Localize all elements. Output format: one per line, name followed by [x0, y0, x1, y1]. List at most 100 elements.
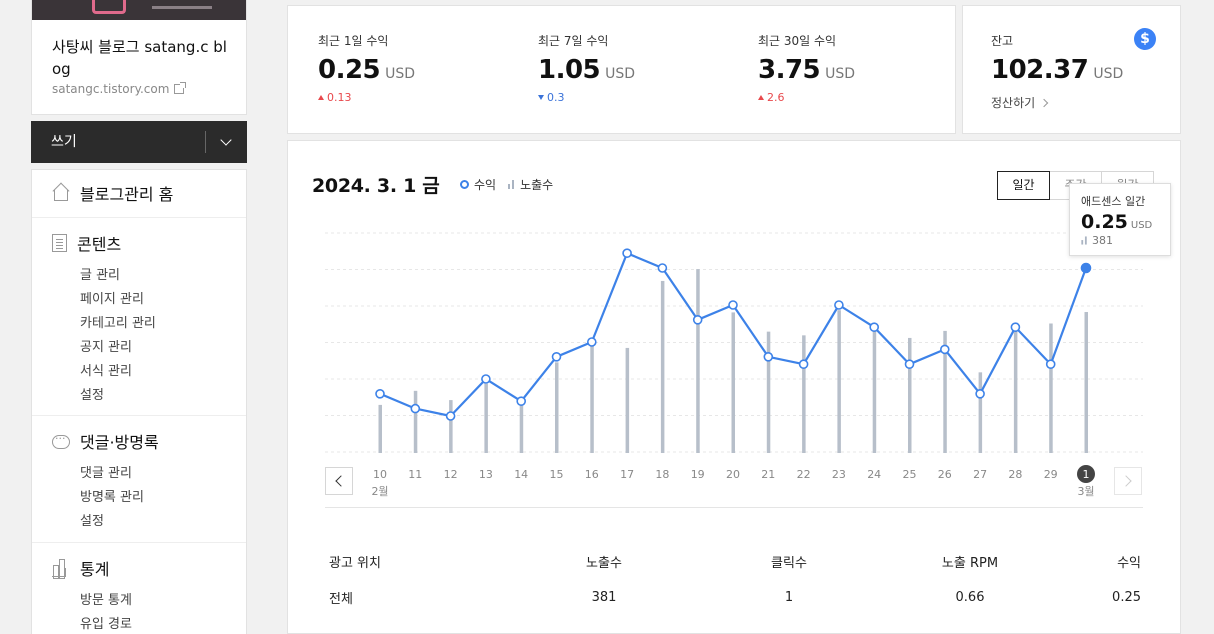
table-header-views: 노출수	[586, 555, 622, 571]
settlement-link[interactable]: 정산하기	[991, 94, 1049, 111]
speech-bubble-icon	[52, 432, 70, 449]
sidebar-item-content[interactable]: 콘텐츠	[32, 218, 246, 264]
bar-views-28	[1013, 326, 1018, 453]
blog-url-link[interactable]: satangc.tistory.com	[52, 82, 187, 96]
point-revenue-23	[834, 300, 844, 310]
chart-date: 2024. 3. 1 금	[312, 175, 440, 197]
sidebar-item-categories[interactable]: 카테고리 관리	[80, 316, 156, 331]
x-tick-label: 11	[408, 468, 422, 481]
metric-unit: USD	[385, 66, 416, 82]
x-month-label: 2월	[371, 485, 388, 498]
chart-next-button[interactable]	[1114, 467, 1142, 495]
sidebar-item-visit-stats[interactable]: 방문 통계	[80, 593, 132, 608]
x-tick-label: 12	[444, 468, 458, 481]
adsense-chart-card: 10 2월 11 12 13 14 15 16 17 18 19 20 21 22 23 24 25 26 27 28…	[287, 140, 1181, 634]
revenue-chart: 10 2월 11 12 13 14 15 16 17 18 19 20 21 22 23 24 25 26 27 28…	[325, 232, 1143, 498]
write-bar: 쓰기	[31, 121, 247, 163]
metric-label: 최근 7일 수익	[538, 34, 609, 48]
sidebar-item-pages[interactable]: 페이지 관리	[80, 292, 144, 307]
x-tick-label: 15	[550, 468, 564, 481]
comments-submenu: 댓글 관리 방명록 관리 설정	[32, 462, 246, 534]
point-revenue-20	[728, 300, 738, 310]
chart-prev-button[interactable]	[325, 467, 353, 495]
point-revenue-11	[410, 403, 421, 414]
sidebar-item-content-settings[interactable]: 설정	[80, 388, 104, 403]
metric-delta: 0.13	[327, 91, 352, 104]
metric-label: 최근 30일 수익	[758, 34, 837, 48]
table-header-revenue: 수익	[1117, 555, 1141, 571]
blog-profile: 사탕씨 블로그 satang.c blog satangc.tistory.co…	[31, 0, 247, 115]
x-month-label: 3월	[1077, 485, 1094, 498]
bar-views-26	[943, 330, 947, 453]
chevron-right-icon	[1120, 475, 1132, 487]
x-tick-label: 14	[514, 468, 528, 481]
table-header-rpm: 노출 RPM	[941, 555, 999, 571]
metric-value: 1.05	[538, 55, 601, 85]
line-dot-icon	[460, 180, 469, 189]
home-icon	[52, 184, 70, 202]
point-revenue-10	[375, 389, 385, 399]
chevron-right-icon	[1039, 98, 1049, 107]
bar-views-15	[555, 362, 559, 453]
tab-daily[interactable]: 일간	[997, 171, 1050, 200]
balance-metric: 잔고 102.37 USD	[991, 32, 1123, 85]
metric-unit: USD	[605, 66, 636, 82]
sidebar-item-referrers[interactable]: 유입 경로	[80, 617, 132, 632]
metric-7day: 최근 7일 수익 1.05 USD 0.3	[538, 32, 635, 104]
metric-delta: 2.6	[767, 91, 785, 104]
point-revenue-15	[551, 352, 562, 362]
balance-value: 102.37	[991, 55, 1089, 85]
table-header-row: 광고 위치 노출수 클릭수 노출 RPM 수익	[329, 543, 1141, 579]
arrow-down-icon	[538, 95, 544, 100]
bar-icon	[1081, 236, 1087, 245]
bar-views-10	[378, 404, 382, 453]
point-revenue-24	[869, 322, 880, 332]
legend-views: 노출수	[508, 176, 553, 193]
document-icon	[52, 234, 67, 252]
menu-section-content: 콘텐츠 글 관리 페이지 관리 카테고리 관리 공지 관리 서식 관리 설정	[32, 218, 246, 416]
bar-views-25	[908, 337, 912, 453]
sidebar-item-comments[interactable]: 댓글·방명록	[32, 416, 246, 462]
blog-thumbnail[interactable]	[32, 0, 246, 20]
legend-views-label: 노출수	[520, 178, 554, 192]
metric-30day: 최근 30일 수익 3.75 USD 2.6	[758, 32, 855, 104]
chart-legend: 수익 노출수	[460, 176, 553, 193]
chart-tooltip: 애드센스 일간 0.25 USD 381	[1069, 183, 1171, 256]
bar-views-1	[1084, 312, 1088, 453]
blog-title[interactable]: 사탕씨 블로그 satang.c blog	[52, 38, 227, 78]
sidebar-item-templates[interactable]: 서식 관리	[80, 364, 132, 379]
metric-unit: USD	[825, 66, 856, 82]
bar-views-21	[766, 331, 771, 453]
dollar-icon: $	[1134, 28, 1156, 50]
selected-day-marker	[1077, 465, 1095, 483]
bar-views-27	[978, 372, 983, 453]
bar-icon	[508, 180, 515, 189]
sidebar-item-comment-manage[interactable]: 댓글 관리	[80, 466, 132, 481]
content-submenu: 글 관리 페이지 관리 카테고리 관리 공지 관리 서식 관리 설정	[32, 264, 246, 408]
x-tick-label: 1	[1083, 468, 1090, 481]
metric-value: 0.25	[318, 55, 381, 85]
bar-views-24	[872, 326, 877, 453]
write-button[interactable]: 쓰기	[51, 134, 77, 150]
sidebar-item-guestbook-manage[interactable]: 방명록 관리	[80, 490, 144, 505]
point-revenue-18	[657, 263, 668, 273]
bar-views-13	[484, 383, 488, 453]
metric-value: 3.75	[758, 55, 821, 85]
arrow-up-icon	[758, 95, 764, 100]
sidebar-item-comment-settings[interactable]: 설정	[80, 514, 104, 529]
bar-views-14	[519, 400, 524, 453]
bar-views-19	[696, 269, 700, 453]
x-tick-label: 25	[903, 468, 917, 481]
x-tick-label: 16	[585, 468, 599, 481]
bar-views-20	[731, 312, 735, 453]
sidebar-menu: 블로그관리 홈 콘텐츠 글 관리 페이지 관리 카테고리 관리 공지 관리 서식…	[31, 169, 247, 634]
sidebar-item-posts[interactable]: 글 관리	[80, 268, 121, 283]
point-revenue-26	[939, 344, 950, 355]
table-cell-position: 전체	[329, 591, 353, 607]
sidebar-item-notices[interactable]: 공지 관리	[80, 340, 132, 355]
write-dropdown-button[interactable]	[206, 121, 247, 163]
balance-label: 잔고	[991, 34, 1014, 48]
sidebar-item-home[interactable]: 블로그관리 홈	[32, 170, 246, 216]
external-link-icon	[174, 82, 187, 94]
sidebar-item-stats[interactable]: 통계	[32, 543, 246, 589]
